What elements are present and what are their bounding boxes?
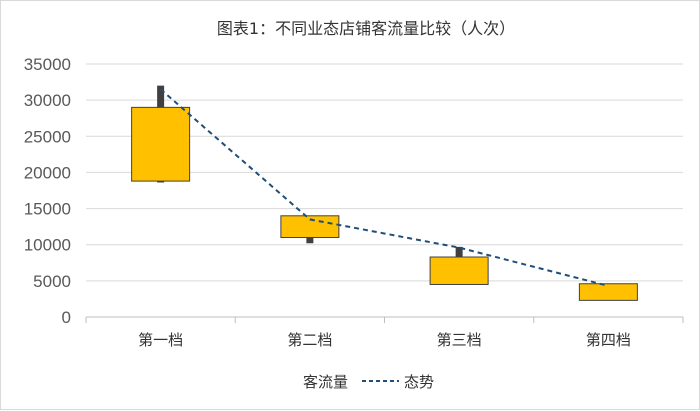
legend-label-box: 客流量 — [303, 373, 348, 391]
x-axis: 第一档 第二档 第三档 第四档 — [85, 317, 684, 349]
chart-title: 图表1：不同业态店铺客流量比较（人次） — [217, 19, 515, 38]
y-tick-label: 35000 — [24, 55, 71, 74]
y-tick-label: 20000 — [24, 163, 71, 182]
y-axis: 35000 30000 25000 20000 15000 10000 5000 0 — [24, 55, 71, 327]
y-tick-label: 0 — [62, 308, 71, 327]
y-tick-label: 10000 — [24, 236, 71, 255]
y-tick-label: 30000 — [24, 91, 71, 110]
x-tick-label: 第三档 — [437, 331, 482, 349]
y-tick-label: 25000 — [24, 127, 71, 146]
box-body — [429, 256, 489, 285]
x-tick-label: 第一档 — [138, 331, 183, 349]
x-tick-label: 第四档 — [586, 331, 631, 349]
box-body — [578, 283, 638, 301]
y-tick-label: 15000 — [24, 200, 71, 219]
x-tick-label: 第二档 — [287, 331, 332, 349]
trend-line — [159, 88, 609, 287]
boxes — [131, 85, 638, 301]
legend-label-line: 态势 — [404, 373, 434, 391]
legend: 客流量 态势 — [303, 373, 434, 391]
box-body — [131, 106, 191, 182]
y-tick-label: 5000 — [33, 272, 71, 291]
box-body — [280, 215, 340, 238]
trend-line-group — [159, 88, 609, 287]
